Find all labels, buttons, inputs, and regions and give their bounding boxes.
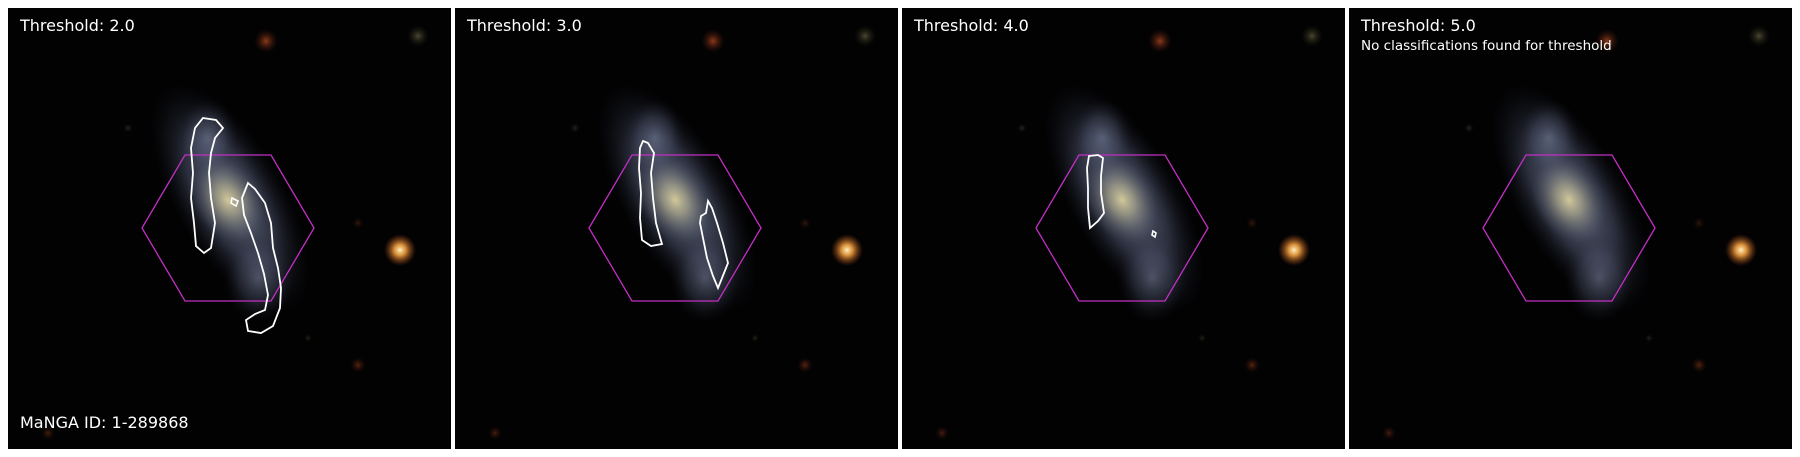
panel-threshold-3: Threshold: 3.0 [455, 8, 898, 449]
manga-id-label: MaNGA ID: 1-289868 [20, 413, 189, 432]
panel-threshold-4: Threshold: 4.0 [902, 8, 1345, 449]
threshold-label: Threshold: 5.0 [1361, 16, 1476, 35]
threshold-label: Threshold: 3.0 [467, 16, 582, 35]
contour-right [699, 198, 729, 291]
galaxy-image [1382, 25, 1770, 440]
galaxy-image [488, 25, 876, 440]
contour-left [190, 117, 225, 255]
panel-threshold-2: Threshold: 2.0 MaNGA ID: 1-289868 [8, 8, 451, 449]
panel-threshold-5: Threshold: 5.0 No classifications found … [1349, 8, 1792, 449]
galaxy-image [935, 25, 1323, 440]
contour-right [241, 181, 282, 334]
no-classifications-note: No classifications found for threshold [1361, 38, 1612, 54]
contour-small [1151, 229, 1157, 239]
galaxy-image [41, 25, 429, 440]
threshold-label: Threshold: 2.0 [20, 16, 135, 35]
contour-left [1086, 154, 1105, 230]
contour-left [638, 139, 664, 247]
threshold-label: Threshold: 4.0 [914, 16, 1029, 35]
contour-small [230, 196, 240, 208]
